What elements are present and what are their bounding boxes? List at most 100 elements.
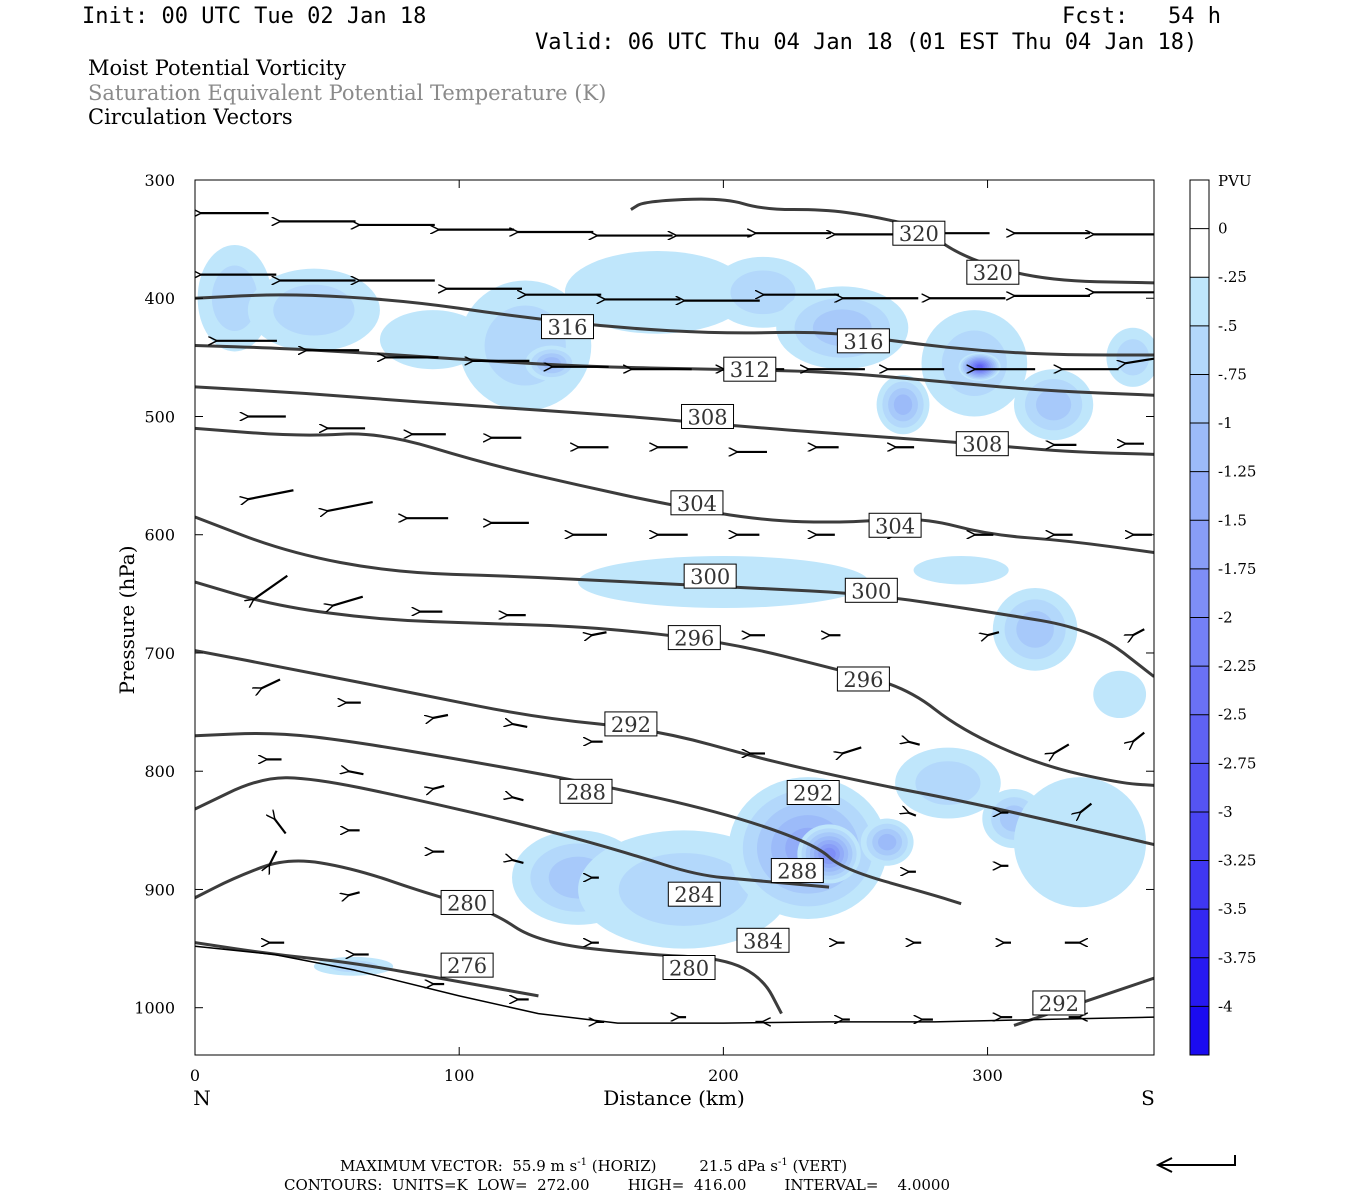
x-end-label-north: N [193,1086,211,1110]
contour-300 [195,515,1154,678]
contour-label: 292 [793,782,833,806]
colorbar-label: -2.25 [1218,657,1256,675]
reference-vector-icon [1155,1155,1236,1173]
contour-label-box [723,356,777,382]
contour-label: 276 [447,954,487,978]
contour-label-box [836,328,890,354]
y-tick-label: 800 [144,762,175,781]
contour-label: 284 [674,883,714,907]
circulation-vector [433,784,445,789]
circulation-vector [1125,357,1154,363]
colorbar-swatch [1190,325,1209,375]
contour-label-box [681,403,735,429]
mpv-region [822,847,836,861]
mpv-region [1035,388,1072,421]
unit-exponent: -1 [577,1157,587,1168]
colorbar-unit: PVU [1218,172,1252,190]
contour-label-box [559,778,613,804]
circulation-vector [1133,731,1145,742]
circulation-vector [348,771,364,776]
colorbar-swatch [1190,860,1209,910]
circulation-vector [327,501,373,511]
contour-label: 288 [777,860,817,884]
contour-label: 308 [962,433,1002,457]
colorbar-swatch [1190,909,1209,959]
x-tick-label: 100 [444,1066,475,1085]
circulation-vector [591,631,607,635]
circulation-vector [908,742,920,746]
contour-label-box [868,512,922,538]
contour-284 [195,776,830,889]
plot-frame [194,179,1155,1056]
init-time: Init: 00 UTC Tue 02 Jan 18 [82,4,427,29]
valid-time: Valid: 06 UTC Thu 04 Jan 18 (01 EST Thu … [535,30,1198,55]
contour-label: 280 [669,957,709,981]
y-axis-title: Pressure (hPa) [115,546,139,695]
contour-label: 316 [547,316,587,340]
contours-info: CONTOURS: UNITS=K LOW= 272.00 HIGH= 416.… [284,1176,950,1194]
max-vector-suffix: (VERT) [787,1157,848,1175]
colorbar-label: -3.5 [1218,900,1247,918]
contour-label-box [786,780,840,805]
colorbar-swatch [1190,714,1209,764]
contour-label: 300 [851,579,891,603]
mpv-region [877,833,897,851]
circulation-vector [261,678,281,688]
max-vector-horiz: MAXIMUM VECTOR: 55.9 m s [340,1157,578,1175]
colorbar-swatch [1190,811,1209,862]
field-title-mpv: Moist Potential Vorticity [88,56,346,80]
y-tick-label: 700 [144,644,175,663]
contour-label: 320 [899,222,939,246]
max-vector-text: MAXIMUM VECTOR: 55.9 m s-1 (HORIZ) 21.5 … [340,1157,847,1175]
colorbar-label: -4 [1218,997,1233,1015]
y-tick-label: 500 [144,407,175,426]
circulation-vector [332,595,364,606]
forecast-hour: Fcst: 54 h [1062,4,1221,29]
y-tick-label: 900 [144,880,175,899]
colorbar-label: -2.75 [1218,754,1256,772]
contour-304 [195,426,1154,554]
mpv-region [273,284,355,336]
colorbar-swatch [1190,568,1209,618]
colorbar-label: -3 [1218,803,1233,821]
circulation-vector [1080,802,1093,813]
colorbar-swatch [1190,277,1209,327]
contour-label: 308 [687,405,727,429]
contour-label-box [892,220,946,246]
contour-label-box [541,314,595,340]
contour-label: 280 [447,891,487,915]
contour-label: 312 [730,358,770,382]
y-tick-label: 600 [144,526,175,545]
colorbar-label: -.25 [1218,268,1247,286]
contour-label-box [662,955,716,980]
circulation-vector [1054,743,1070,753]
mpv-region [913,556,1009,585]
mpv-region [211,265,258,331]
colorbar-label: -3.75 [1218,949,1256,967]
mpv-region [1116,339,1150,376]
mpv-region [1013,777,1147,908]
contour-label: 320 [973,261,1013,285]
contour-label-box [667,881,721,907]
axes: 300 400 500 600 700 800 900 1000 0 100 200 300 [134,171,1154,1085]
colorbar-swatch [1190,180,1209,230]
colorbar-swatch [1190,374,1209,424]
contour-316 [195,293,1154,357]
mpv-region [564,250,750,334]
contour-label-box [440,952,494,978]
circulation-vector [274,819,287,835]
y-tick-label: 1000 [134,999,175,1018]
colorbar-swatch [1190,617,1209,667]
colorbar-label: -2 [1218,609,1233,627]
contour-label: 316 [843,330,883,354]
mpv-region [976,364,983,369]
circulation-vector [512,724,528,728]
x-tick-label: 0 [190,1066,200,1085]
colorbar-label: -3.25 [1218,852,1256,870]
colorbar-swatch [1190,763,1209,813]
contour-276 [195,941,539,998]
circulation-vector [842,746,862,753]
contour-292 [195,649,1154,846]
circulation-vector [348,891,360,895]
contour-label: 292 [1039,992,1079,1016]
